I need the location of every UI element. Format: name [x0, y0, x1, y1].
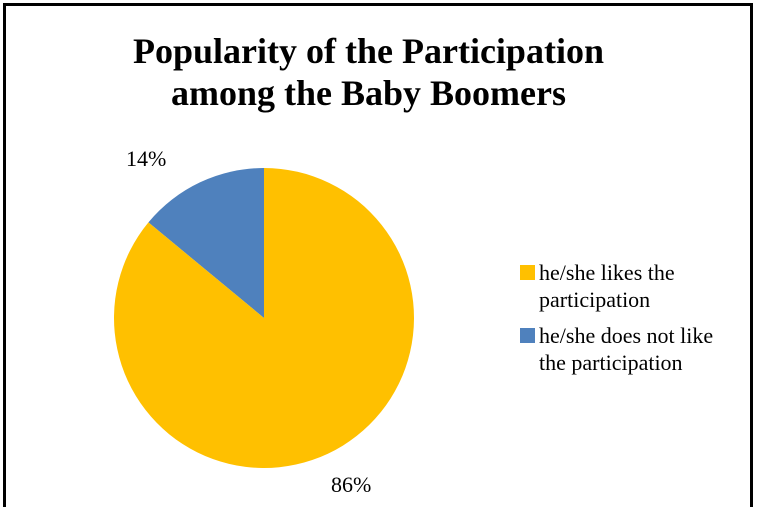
legend-swatch-likes: [520, 265, 535, 280]
chart-title-line-2: among the Baby Boomers: [171, 73, 566, 113]
legend-swatch-dislikes: [520, 328, 535, 343]
legend: he/she likes the participation he/she do…: [520, 259, 750, 385]
chart-title-line-1: Popularity of the Participation: [133, 31, 604, 71]
legend-label-likes-line-2: participation: [539, 287, 651, 312]
legend-item-likes: he/she likes the participation: [520, 259, 750, 313]
pie-slice-likes: [114, 168, 415, 468]
pie-slice-dislikes: [148, 168, 264, 318]
legend-label-dislikes-line-2: the participation: [539, 350, 683, 375]
legend-label-likes-line-1: he/she likes the: [539, 260, 675, 285]
chart-title: Popularity of the Participation among th…: [0, 30, 737, 114]
legend-label-dislikes-line-1: he/she does not like: [539, 323, 714, 348]
data-label-likes: 86%: [331, 472, 372, 497]
data-label-dislikes: 14%: [126, 146, 167, 171]
legend-item-dislikes: he/she does not like the participation: [520, 322, 750, 376]
